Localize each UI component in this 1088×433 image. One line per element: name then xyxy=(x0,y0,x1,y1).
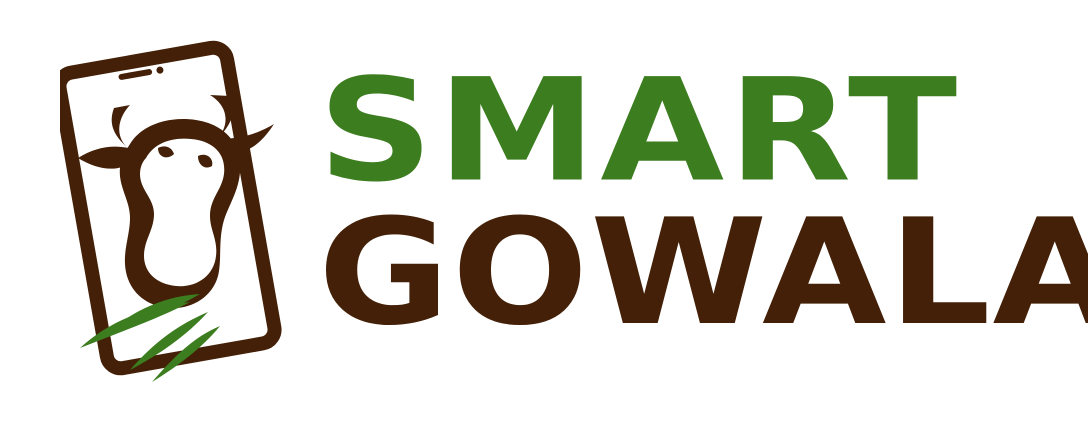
phone-with-cow-head-icon xyxy=(60,40,282,382)
cow-head-icon xyxy=(78,95,274,309)
brand-name-line-2: GOWALA xyxy=(318,187,1088,359)
grass-icon xyxy=(80,294,220,382)
wordmark: SMART GOWALA xyxy=(318,47,1088,360)
brand-name-line-1: SMART xyxy=(318,47,962,214)
